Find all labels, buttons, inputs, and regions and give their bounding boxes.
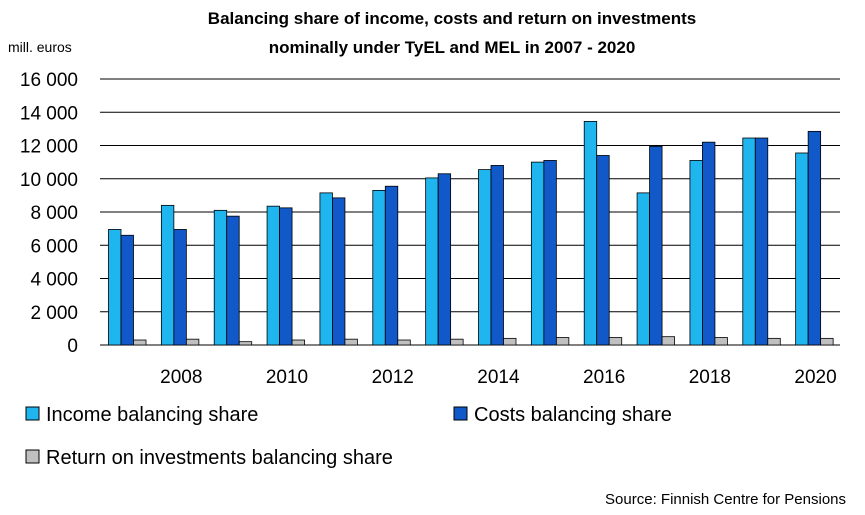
y-tick-label-3: 6 000 [30,236,78,257]
bar-return-2007 [133,339,147,346]
bar-return-2012 [397,339,411,346]
bar-costs-2009 [226,215,240,346]
bar-costs-2018 [702,141,716,346]
y-tick-label-5: 10 000 [20,170,78,191]
x-tick-label-2010: 2010 [266,367,308,388]
bar-income-2017 [636,192,650,346]
legend-swatch-costs [453,406,468,421]
source-note: Source: Finnish Centre for Pensions [605,491,846,508]
bar-costs-2013 [437,173,452,346]
bar-income-2016 [583,120,598,346]
bar-costs-2012 [384,185,399,346]
bar-return-2010 [291,339,305,346]
bar-return-2009 [238,341,253,346]
x-tick-label-2018: 2018 [689,367,731,388]
y-axis-ticks: 0 2 000 4 000 6 000 8 000 10 000 12 000 14 000 1… [20,70,78,357]
bar-income-2019 [742,137,756,346]
legend-label-income: Income balancing share [46,404,258,426]
bar-income-2008 [160,204,175,346]
bar-costs-2019 [754,137,769,346]
x-tick-label-2020: 2020 [794,367,836,388]
bar-income-2010 [266,205,280,346]
chart-title-line1: Balancing share of income, costs and ret… [208,9,696,28]
bar-costs-2010 [279,207,293,346]
x-tick-label-2012: 2012 [372,367,414,388]
bar-return-2013 [450,338,464,346]
y-tick-label-0: 0 [67,336,78,357]
bar-return-2011 [344,338,358,346]
y-tick-label-6: 12 000 [20,137,78,158]
bar-return-2008 [185,338,200,346]
y-tick-label-2: 4 000 [30,270,78,291]
bar-costs-2016 [596,155,610,346]
legend-swatch-return [25,449,40,464]
bar-return-2018 [714,337,728,346]
bar-income-2011 [319,192,333,346]
bar-income-2007 [108,229,122,346]
bar-costs-2015 [543,160,557,346]
bar-income-2020 [795,152,809,346]
bar-income-2013 [425,177,439,346]
bar-return-2019 [767,337,781,346]
y-tick-label-4: 8 000 [30,203,78,224]
bar-costs-2020 [807,130,822,346]
bar-return-2014 [503,337,517,346]
x-tick-label-2008: 2008 [160,367,202,388]
legend-swatch-income [25,406,40,421]
bar-costs-2017 [649,145,663,346]
x-tick-label-2016: 2016 [583,367,625,388]
gridlines [100,78,840,346]
bar-return-2017 [661,336,675,346]
chart-title-line2: nominally under TyEL and MEL in 2007 - 2… [269,38,636,57]
y-axis-unit-label: mill. euros [8,39,72,55]
bars [108,120,834,346]
bar-costs-2011 [332,197,346,346]
bar-income-2018 [689,160,703,346]
bar-income-2012 [372,189,386,346]
bar-income-2009 [213,209,228,346]
bar-costs-2008 [173,229,187,346]
legend: Income balancing share Costs balancing s… [25,404,672,469]
y-tick-label-8: 16 000 [20,70,78,91]
legend-label-costs: Costs balancing share [474,404,672,426]
y-tick-label-1: 2 000 [30,303,78,324]
bar-costs-2007 [120,234,134,346]
legend-label-return: Return on investments balancing share [46,447,393,469]
bar-return-2015 [555,337,570,346]
bar-costs-2014 [490,165,504,346]
y-tick-label-7: 14 000 [20,103,78,124]
bar-income-2015 [530,161,545,346]
x-tick-label-2014: 2014 [477,367,520,388]
bar-return-2016 [608,337,623,346]
bar-return-2020 [820,337,834,346]
bar-income-2014 [478,169,492,346]
x-axis-ticks: 2008 2010 2012 2014 2016 2018 2020 [160,367,837,388]
